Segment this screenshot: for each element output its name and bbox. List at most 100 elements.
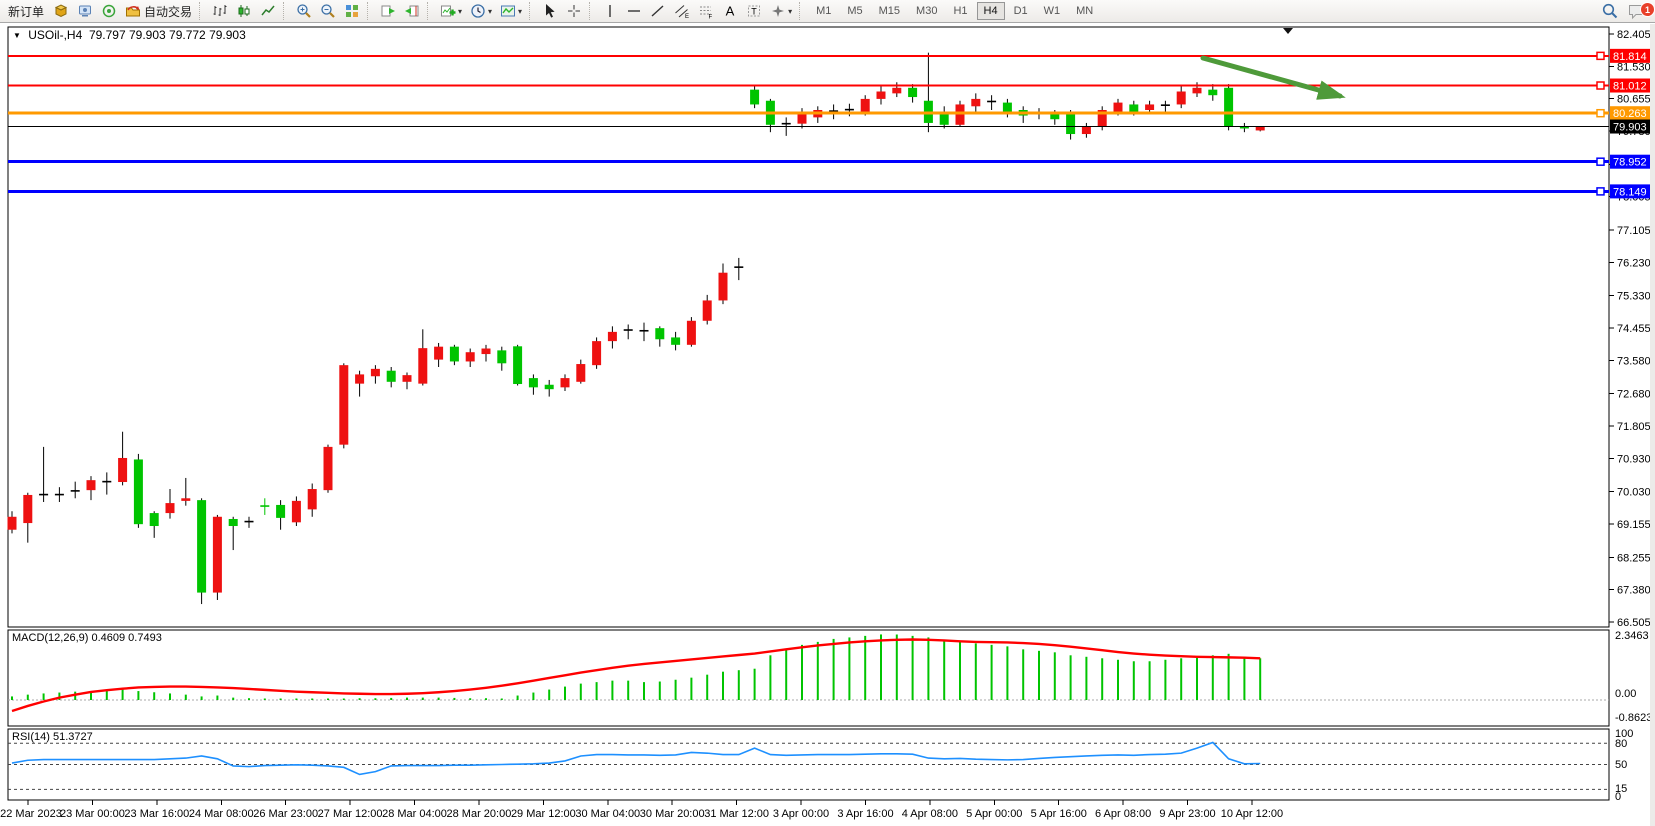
text-label-icon: T: [746, 3, 762, 19]
time-label: 31 Mar 12:00: [704, 808, 769, 820]
rsi-scale-label: 15: [1615, 783, 1627, 795]
autotrading-button[interactable]: 自动交易: [122, 1, 195, 21]
candle-body: [370, 368, 380, 377]
price-tick-label: 82.405: [1617, 29, 1651, 41]
tf-button-MN[interactable]: MN: [1069, 2, 1100, 20]
indicators-button[interactable]: ▾: [437, 1, 465, 21]
toolbar-separator: [799, 2, 805, 20]
search-icon: [1601, 2, 1619, 20]
tf-button-M30[interactable]: M30: [909, 2, 944, 20]
tf-button-W1[interactable]: W1: [1037, 2, 1068, 20]
tf-button-M5[interactable]: M5: [840, 2, 869, 20]
hline-handle-78.952[interactable]: [1596, 157, 1605, 166]
toolbar-separator: [367, 2, 373, 20]
chevron-down-icon: ▾: [788, 6, 793, 16]
candle-body: [592, 341, 602, 366]
vertical-line-button[interactable]: [599, 1, 621, 21]
candle-body: [149, 513, 159, 527]
price-tick-label: 77.105: [1617, 225, 1651, 237]
signals-button[interactable]: [98, 1, 120, 21]
chart-title-dropdown-icon[interactable]: ▼: [13, 31, 21, 41]
tf-button-M15[interactable]: M15: [872, 2, 907, 20]
arrows-button[interactable]: ▾: [767, 1, 795, 21]
equidistant-channel-button[interactable]: E: [671, 1, 693, 21]
price-tick-label: 69.155: [1617, 519, 1651, 531]
candle-body: [1145, 104, 1155, 110]
hline-handle-81.012[interactable]: [1596, 81, 1605, 90]
candle-body: [386, 370, 396, 382]
time-label: 28 Mar 04:00: [382, 808, 447, 820]
mql5-community-button[interactable]: [74, 1, 96, 21]
chart-title[interactable]: ▼ USOil-,H4 79.797 79.903 79.772 79.903: [13, 28, 246, 42]
candle-body: [1129, 104, 1139, 112]
tf-button-H1[interactable]: H1: [946, 2, 974, 20]
zoom-out-button[interactable]: [317, 1, 339, 21]
crosshair-icon: [566, 3, 582, 19]
zoom-in-button[interactable]: [293, 1, 315, 21]
price-tick-label: 81.530: [1617, 61, 1651, 73]
svg-text:A: A: [726, 4, 735, 19]
horizontal-line-button[interactable]: [623, 1, 645, 21]
crosshair-button[interactable]: [563, 1, 585, 21]
timeframe-group: M1 M5 M15 M30 H1 H4 D1 W1 MN: [808, 2, 1101, 20]
candle-body: [750, 89, 760, 105]
candle-body: [876, 91, 886, 99]
candlestick-chart-button[interactable]: [233, 1, 255, 21]
hline-handle-80.263[interactable]: [1596, 108, 1605, 118]
cursor-button[interactable]: [539, 1, 561, 21]
candle-body: [323, 446, 333, 491]
line-chart-button[interactable]: [257, 1, 279, 21]
tf-button-D1[interactable]: D1: [1007, 2, 1035, 20]
hline-handle-81.814[interactable]: [1596, 51, 1605, 61]
trend-annotation-arrow[interactable]: [1200, 55, 1346, 100]
auto-scroll-icon: [380, 3, 396, 19]
chart-shift-button[interactable]: [401, 1, 423, 21]
rsi-scale-label: 50: [1615, 759, 1627, 771]
candle-body: [892, 87, 902, 94]
template-icon: [500, 3, 516, 19]
bar-chart-button[interactable]: [209, 1, 231, 21]
price-tick-label: 74.455: [1617, 323, 1651, 335]
mql5-market-button[interactable]: [50, 1, 72, 21]
hline-handle-78.149[interactable]: [1596, 187, 1605, 196]
fibonacci-button[interactable]: F: [695, 1, 717, 21]
horizontal-line-icon: [626, 3, 642, 19]
candle-body: [212, 516, 222, 593]
candle-body: [339, 365, 349, 445]
tf-button-M1[interactable]: M1: [809, 2, 838, 20]
hline-price-label-box: [1610, 154, 1654, 169]
text-label-button[interactable]: T: [743, 1, 765, 21]
price-tick-label: 70.030: [1617, 487, 1651, 499]
notification-badge[interactable]: 1: [1640, 2, 1655, 17]
hline-price-label-box: [1610, 48, 1654, 63]
macd-signal-line: [11, 638, 1261, 713]
candle-body: [434, 346, 444, 360]
candle-body: [655, 328, 665, 340]
periods-button[interactable]: ▾: [467, 1, 495, 21]
new-order-button[interactable]: 新订单: [4, 1, 48, 21]
candle-body: [23, 494, 33, 524]
macd-scale-label: 2.3463: [1615, 630, 1649, 642]
auto-scroll-button[interactable]: [377, 1, 399, 21]
candle-body: [1066, 111, 1076, 135]
tile-windows-button[interactable]: [341, 1, 363, 21]
candle-body: [1002, 102, 1012, 112]
candle-body: [1050, 111, 1060, 120]
time-label: 6 Apr 08:00: [1095, 808, 1151, 820]
signals-icon: [101, 3, 117, 19]
time-label: 4 Apr 08:00: [902, 808, 958, 820]
time-label: 3 Apr 16:00: [837, 808, 893, 820]
search-button[interactable]: [1598, 1, 1622, 21]
time-label: 24 Mar 08:00: [189, 808, 254, 820]
candle-body: [576, 364, 586, 382]
rsi-indicator-label: RSI(14) 51.3727: [12, 731, 93, 743]
community-icon: [77, 3, 93, 19]
candle-body: [513, 346, 523, 385]
text-button[interactable]: A: [719, 1, 741, 21]
trendline-button[interactable]: [647, 1, 669, 21]
time-label: 26 Mar 23:00: [253, 808, 318, 820]
tf-button-H4[interactable]: H4: [976, 2, 1005, 20]
templates-button[interactable]: ▾: [497, 1, 525, 21]
